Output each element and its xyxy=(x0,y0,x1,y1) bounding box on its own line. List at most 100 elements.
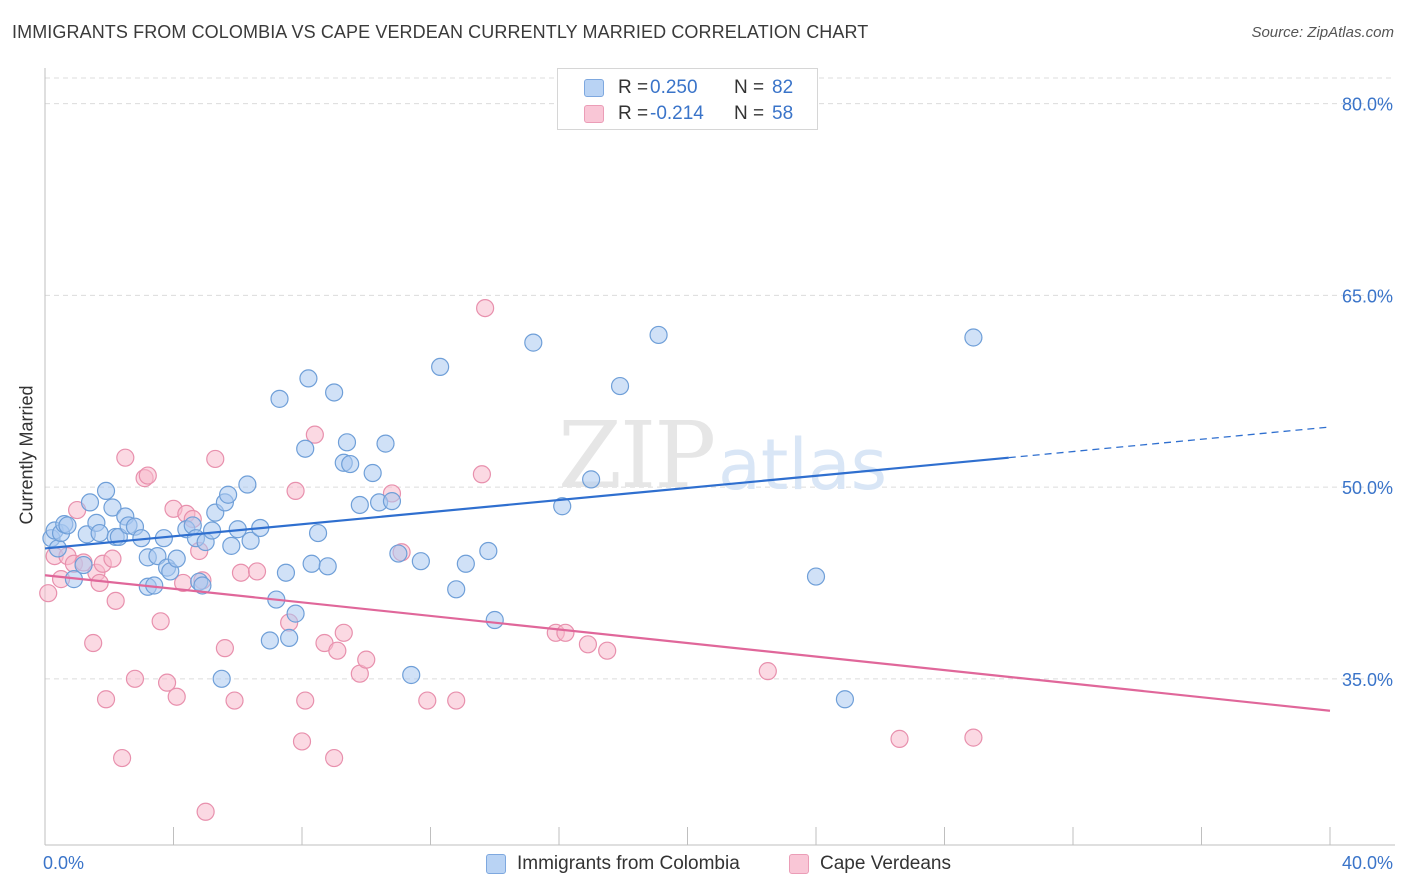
data-point xyxy=(151,612,170,631)
data-point xyxy=(556,623,575,642)
n-value: 58 xyxy=(772,103,794,124)
data-point xyxy=(292,732,312,751)
data-point xyxy=(524,333,543,352)
data-point xyxy=(193,576,212,595)
data-point xyxy=(328,641,347,660)
data-point xyxy=(447,580,466,599)
data-point xyxy=(553,497,572,516)
data-point xyxy=(302,554,321,573)
legend-swatch-blue xyxy=(584,79,604,97)
n-label: N = xyxy=(734,103,765,124)
data-point xyxy=(296,691,315,710)
r-label: R = xyxy=(618,103,649,124)
legend-swatch-blue xyxy=(486,854,506,874)
r-value: 0.250 xyxy=(650,77,698,98)
data-point xyxy=(39,584,58,603)
trend-lines xyxy=(44,426,1331,712)
data-point xyxy=(116,448,135,467)
data-point xyxy=(964,328,983,347)
data-point xyxy=(222,536,241,555)
data-point xyxy=(157,673,177,692)
data-point xyxy=(276,563,296,582)
data-point xyxy=(964,728,983,747)
data-point xyxy=(341,454,360,474)
data-point xyxy=(202,521,222,540)
data-point xyxy=(74,555,93,575)
data-point xyxy=(231,563,251,582)
data-point xyxy=(325,748,344,768)
data-point xyxy=(206,449,225,469)
r-label: R = xyxy=(618,77,649,98)
data-point xyxy=(299,369,318,388)
trend-line-colombia xyxy=(44,456,1009,550)
axes xyxy=(44,68,1395,846)
data-point xyxy=(106,591,125,610)
data-point xyxy=(260,631,279,650)
data-point xyxy=(196,802,215,821)
data-point xyxy=(212,669,231,688)
data-point xyxy=(167,687,186,706)
data-point xyxy=(80,493,100,512)
grid-lines xyxy=(45,77,1395,680)
data-point xyxy=(479,541,498,561)
x-tick-label: 40.0% xyxy=(1342,853,1393,873)
data-point xyxy=(334,623,353,642)
legend-swatch-pink xyxy=(789,854,809,874)
data-point xyxy=(582,470,601,489)
stats-legend: R = 0.250 N = 82 R = -0.214 N = 58 xyxy=(557,68,818,130)
data-point xyxy=(325,383,344,402)
y-axis-label: Currently Married xyxy=(16,385,37,525)
legend-label: Immigrants from Colombia xyxy=(517,853,740,874)
watermark-atlas: atlas xyxy=(718,424,887,506)
data-point xyxy=(382,492,402,511)
data-point xyxy=(296,439,315,458)
trend-line-colombia-extension xyxy=(1008,426,1331,459)
series-legend: Immigrants from Colombia Cape Verdeans xyxy=(0,852,1406,878)
x-tick-label: 0.0% xyxy=(43,853,84,873)
data-point xyxy=(835,690,855,709)
y-tick-label: 35.0% xyxy=(1342,670,1393,690)
data-point xyxy=(286,604,305,623)
data-point xyxy=(578,635,598,654)
data-point xyxy=(215,639,234,658)
source-credit: Source: ZipAtlas.com xyxy=(1251,24,1394,41)
data-point xyxy=(90,523,109,543)
trend-line-cape-verdeans xyxy=(44,574,1331,712)
data-point xyxy=(649,325,668,345)
data-point xyxy=(402,665,421,685)
y-tick-label: 50.0% xyxy=(1342,478,1393,498)
data-point xyxy=(270,389,289,408)
data-point xyxy=(103,498,122,517)
data-point xyxy=(247,562,267,581)
n-value: 82 xyxy=(772,77,794,98)
data-point xyxy=(610,376,630,396)
data-point xyxy=(318,557,337,576)
data-point xyxy=(225,691,244,710)
data-point xyxy=(758,662,777,681)
r-value: -0.214 xyxy=(650,103,704,124)
data-point xyxy=(472,465,491,484)
data-point xyxy=(308,523,328,543)
y-tick-label: 65.0% xyxy=(1342,286,1393,306)
data-point xyxy=(167,549,186,568)
chart-title: IMMIGRANTS FROM COLOMBIA VS CAPE VERDEAN… xyxy=(12,22,869,42)
data-point xyxy=(376,434,395,453)
data-point xyxy=(125,669,145,688)
data-point xyxy=(84,633,103,653)
data-point xyxy=(58,516,77,535)
data-point xyxy=(418,691,437,710)
data-point xyxy=(476,299,495,318)
legend-swatch-pink xyxy=(584,105,604,123)
data-point xyxy=(363,463,382,483)
watermark: ZIP atlas xyxy=(558,402,887,509)
data-point xyxy=(411,552,430,571)
n-label: N = xyxy=(734,77,765,98)
watermark-zip: ZIP xyxy=(558,402,714,509)
data-point xyxy=(96,690,116,709)
data-point xyxy=(447,691,466,710)
data-point xyxy=(219,485,238,504)
tick-labels: 35.0% 50.0% 65.0% 80.0% 0.0% 40.0% xyxy=(43,95,1393,873)
data-point xyxy=(241,531,260,550)
data-point xyxy=(280,628,299,648)
